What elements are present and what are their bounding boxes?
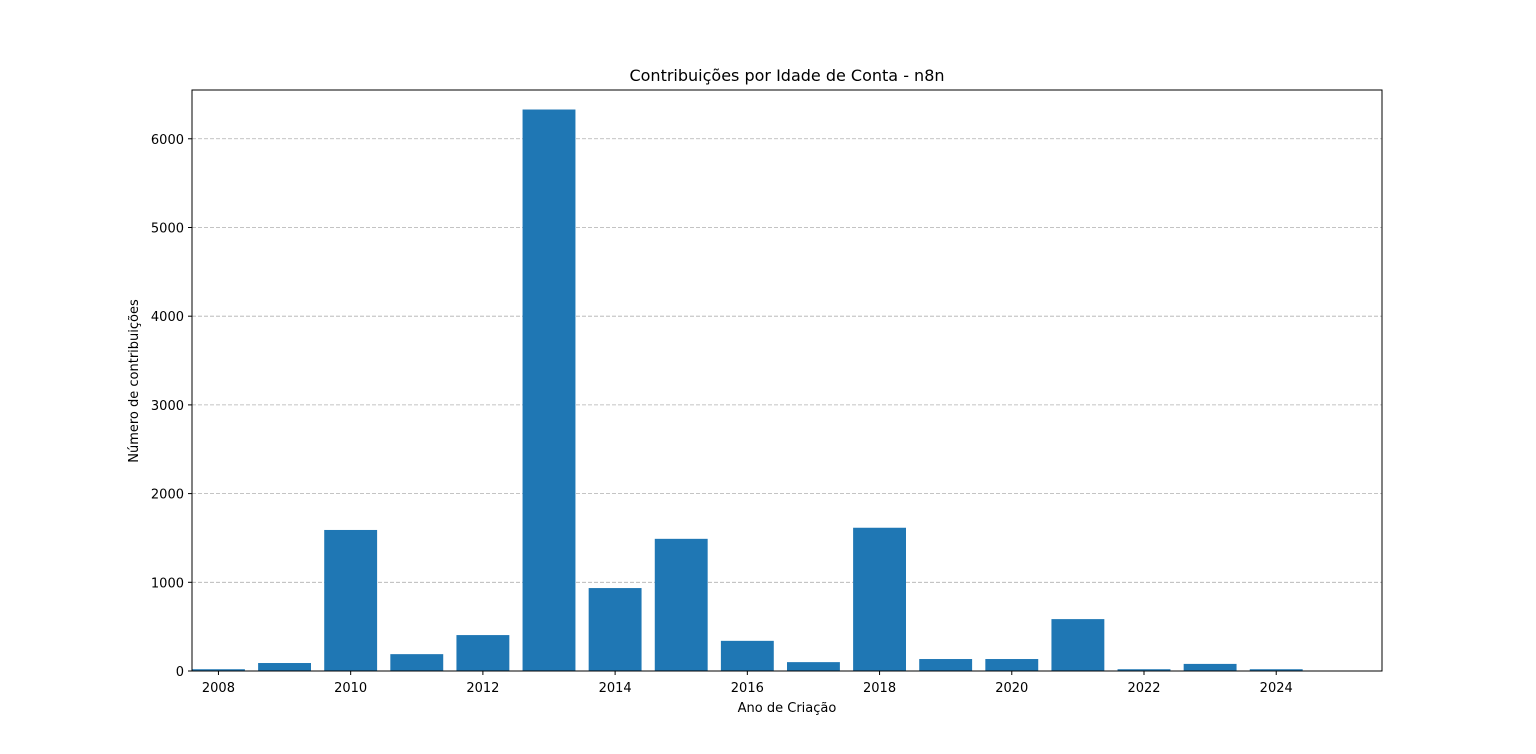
bar-2024 bbox=[1249, 669, 1303, 671]
y-tick-label: 4000 bbox=[151, 310, 184, 325]
x-tick-label: 2022 bbox=[1127, 681, 1160, 696]
x-axis-label: Ano de Criação bbox=[738, 701, 837, 716]
plot-frame bbox=[191, 89, 1383, 672]
bar-2023 bbox=[1183, 663, 1237, 671]
x-tick-label: 2018 bbox=[863, 681, 896, 696]
x-tick-label: 2014 bbox=[599, 681, 632, 696]
x-tick-label: 2012 bbox=[466, 681, 499, 696]
x-tick-label: 2008 bbox=[202, 681, 235, 696]
bar-2017 bbox=[787, 662, 840, 671]
bar-2016 bbox=[720, 640, 774, 671]
bar-2008 bbox=[192, 669, 245, 671]
y-axis-ticks: 0 1000 2000 3000 4000 5000 6000 bbox=[151, 133, 192, 680]
x-axis-ticks: 2008 2010 2012 2014 2016 2018 2020 2022 2024 bbox=[202, 671, 1293, 696]
x-tick-label: 2020 bbox=[995, 681, 1028, 696]
bars bbox=[192, 109, 1303, 671]
x-tick-label: 2016 bbox=[731, 681, 764, 696]
y-tick-label: 1000 bbox=[151, 576, 184, 591]
bar-2020 bbox=[985, 659, 1039, 671]
bar-2022 bbox=[1117, 669, 1171, 671]
y-tick-label: 2000 bbox=[151, 488, 184, 503]
bar-2011 bbox=[390, 654, 444, 671]
x-tick-label: 2010 bbox=[334, 681, 367, 696]
bar-2013 bbox=[522, 109, 576, 671]
bar-2010 bbox=[324, 529, 378, 671]
bar-2012 bbox=[456, 635, 510, 671]
bar-2021 bbox=[1051, 619, 1105, 671]
bar-2019 bbox=[919, 659, 973, 671]
x-tick-label: 2024 bbox=[1260, 681, 1293, 696]
y-axis-label: Número de contribuições bbox=[127, 299, 142, 463]
y-tick-label: 0 bbox=[176, 665, 184, 680]
bar-2015 bbox=[654, 538, 708, 671]
bar-2018 bbox=[853, 527, 906, 671]
grid-lines bbox=[192, 138, 1382, 583]
bar-2009 bbox=[258, 663, 311, 671]
bar-2014 bbox=[588, 588, 642, 671]
y-tick-label: 6000 bbox=[151, 133, 184, 148]
y-tick-label: 3000 bbox=[151, 399, 184, 414]
chart-title: Contribuições por Idade de Conta - n8n bbox=[629, 66, 944, 85]
y-tick-label: 5000 bbox=[151, 221, 184, 236]
